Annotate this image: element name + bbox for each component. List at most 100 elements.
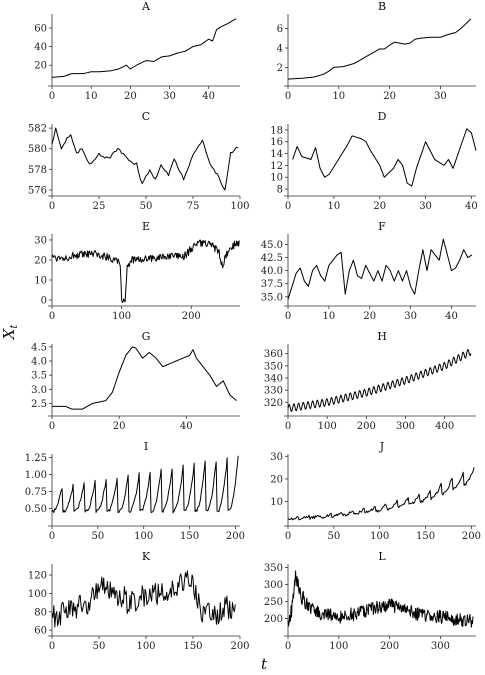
y-tick-label: 4.0 — [31, 357, 47, 368]
y-tick-label: 120 — [28, 571, 47, 582]
x-tick-label: 0 — [285, 201, 291, 212]
panel-title: I — [144, 440, 148, 453]
series-line-L — [287, 570, 474, 628]
series-line-J — [287, 467, 475, 521]
panel-L: L 0 100 200 300 200 250 300 350 — [264, 550, 476, 652]
panel-I: I 0 50 100 150 200 0.50 0.75 1.00 1.25 — [25, 440, 245, 542]
panel-title: D — [378, 110, 387, 123]
x-tick-label: 0 — [285, 311, 291, 322]
x-tick-label: 20 — [113, 421, 126, 432]
y-tick-label: 16 — [270, 137, 283, 148]
x-tick-label: 0 — [49, 531, 55, 542]
panel-K: K 0 50 100 150 200 60 80 100 120 — [28, 550, 250, 652]
x-tick-label: 10 — [323, 311, 336, 322]
y-tick-label: 350 — [264, 563, 283, 574]
panel-title: F — [378, 220, 386, 233]
series-line-C — [51, 127, 239, 191]
y-tick-label: 250 — [264, 597, 283, 608]
y-tick-label: 300 — [264, 580, 283, 591]
x-tick-label: 30 — [404, 311, 417, 322]
x-tick-label: 40 — [180, 421, 193, 432]
panel-title: E — [142, 220, 150, 233]
x-tick-label: 10 — [85, 91, 98, 102]
x-tick-label: 0 — [49, 421, 55, 432]
y-tick-label: 3.5 — [31, 371, 47, 382]
y-tick-label: 40 — [34, 42, 47, 53]
y-tick-label: 1.00 — [25, 470, 47, 481]
panel-title: C — [142, 110, 150, 123]
y-tick-label: 582 — [28, 124, 47, 135]
x-tick-label: 0 — [49, 311, 55, 322]
y-tick-label: 80 — [34, 607, 47, 618]
x-tick-label: 30 — [419, 201, 432, 212]
panel-title: H — [377, 330, 387, 343]
x-tick-label: 100 — [112, 311, 131, 322]
y-tick-label: 578 — [28, 165, 47, 176]
y-tick-label: 3.0 — [31, 385, 47, 396]
y-tick-label: 340 — [264, 374, 283, 385]
x-tick-label: 50 — [140, 201, 153, 212]
panel-A: A 0 10 20 30 40 20 40 60 — [34, 0, 240, 102]
series-line-B — [287, 18, 472, 80]
panel-C: C 0 25 50 75 100 576 578 580 582 — [28, 110, 250, 212]
panel-title: L — [378, 550, 386, 563]
x-tick-label: 20 — [363, 311, 376, 322]
x-tick-label: 200 — [182, 311, 201, 322]
x-tick-label: 30 — [434, 91, 447, 102]
x-tick-label: 0 — [49, 201, 55, 212]
x-tick-label: 0 — [285, 641, 291, 652]
x-tick-label: 200 — [357, 421, 376, 432]
y-tick-label: 60 — [34, 23, 47, 34]
x-tick-label: 50 — [327, 531, 340, 542]
y-tick-label: 0.75 — [25, 487, 47, 498]
x-tick-label: 20 — [383, 91, 396, 102]
y-tick-label: 20 — [34, 256, 47, 267]
y-tick-label: 30 — [34, 236, 47, 247]
y-tick-label: 320 — [264, 398, 283, 409]
y-tick-label: 60 — [34, 626, 47, 637]
y-tick-label: 35.0 — [261, 292, 283, 303]
panel-title: B — [378, 0, 386, 13]
y-tick-label: 14 — [270, 149, 283, 160]
x-tick-label: 100 — [230, 201, 249, 212]
panel-J: J 0 50 100 150 200 10 20 30 — [270, 440, 481, 542]
x-tick-label: 100 — [370, 531, 389, 542]
series-line-K — [51, 570, 236, 628]
x-tick-label: 30 — [163, 91, 176, 102]
panel-title: J — [379, 440, 384, 453]
series-line-H — [287, 349, 472, 412]
x-tick-label: 100 — [136, 641, 155, 652]
x-tick-label: 150 — [180, 531, 199, 542]
panel-title: K — [142, 550, 151, 563]
panel-F: F 0 10 20 30 40 35.0 37.5 40.0 42.5 45.0 — [261, 220, 476, 322]
y-tick-label: 10 — [34, 276, 47, 287]
series-line-A — [51, 18, 237, 78]
y-tick-label: 360 — [264, 349, 283, 360]
x-tick-label: 50 — [91, 531, 104, 542]
x-tick-label: 10 — [332, 91, 345, 102]
x-tick-label: 0 — [49, 91, 55, 102]
x-axis-label: t — [261, 655, 268, 673]
y-tick-label: 12 — [270, 161, 283, 172]
x-tick-label: 0 — [285, 421, 291, 432]
x-tick-label: 150 — [183, 641, 202, 652]
y-tick-label: 580 — [28, 144, 47, 155]
x-tick-label: 0 — [285, 91, 291, 102]
x-tick-label: 40 — [465, 201, 478, 212]
x-tick-label: 200 — [462, 531, 481, 542]
y-tick-label: 37.5 — [261, 279, 283, 290]
x-tick-label: 400 — [435, 421, 454, 432]
y-tick-label: 45.0 — [261, 240, 283, 251]
x-tick-label: 200 — [226, 531, 245, 542]
x-tick-label: 100 — [318, 421, 337, 432]
x-tick-label: 300 — [396, 421, 415, 432]
y-tick-label: 8 — [277, 185, 283, 196]
x-tick-label: 200 — [380, 641, 399, 652]
y-tick-label: 20 — [34, 61, 47, 72]
panel-E: E 0 100 200 0 10 20 30 — [34, 220, 240, 322]
x-tick-label: 300 — [431, 641, 450, 652]
y-tick-label: 330 — [264, 386, 283, 397]
y-tick-label: 2 — [277, 63, 283, 74]
